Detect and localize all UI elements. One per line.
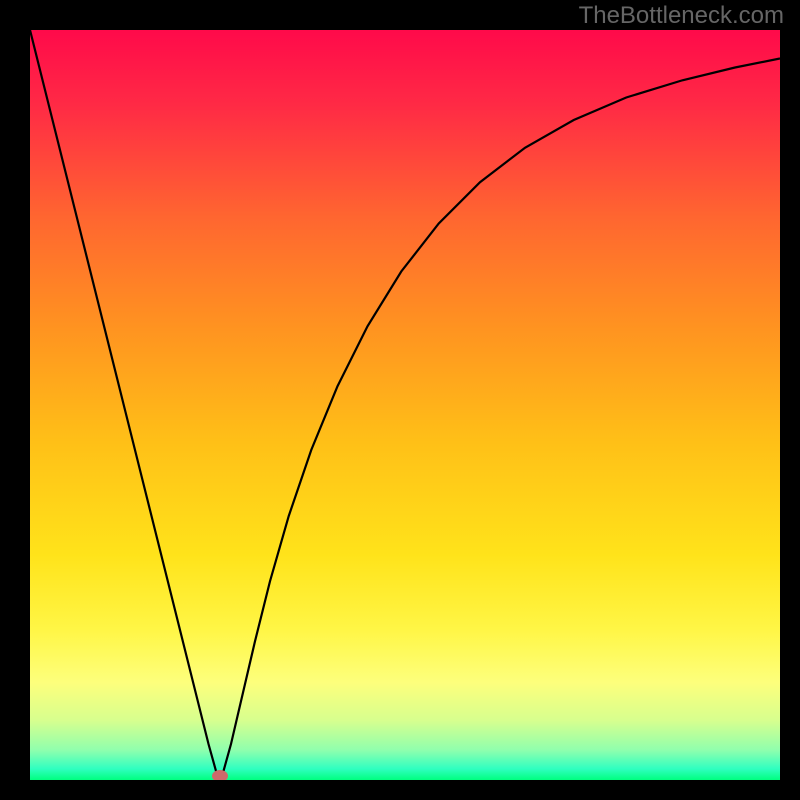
curve-layer <box>30 30 780 780</box>
watermark-text: TheBottleneck.com <box>579 2 784 30</box>
plot-area <box>30 30 780 780</box>
minimum-marker <box>212 770 228 781</box>
bottleneck-curve <box>30 30 780 780</box>
